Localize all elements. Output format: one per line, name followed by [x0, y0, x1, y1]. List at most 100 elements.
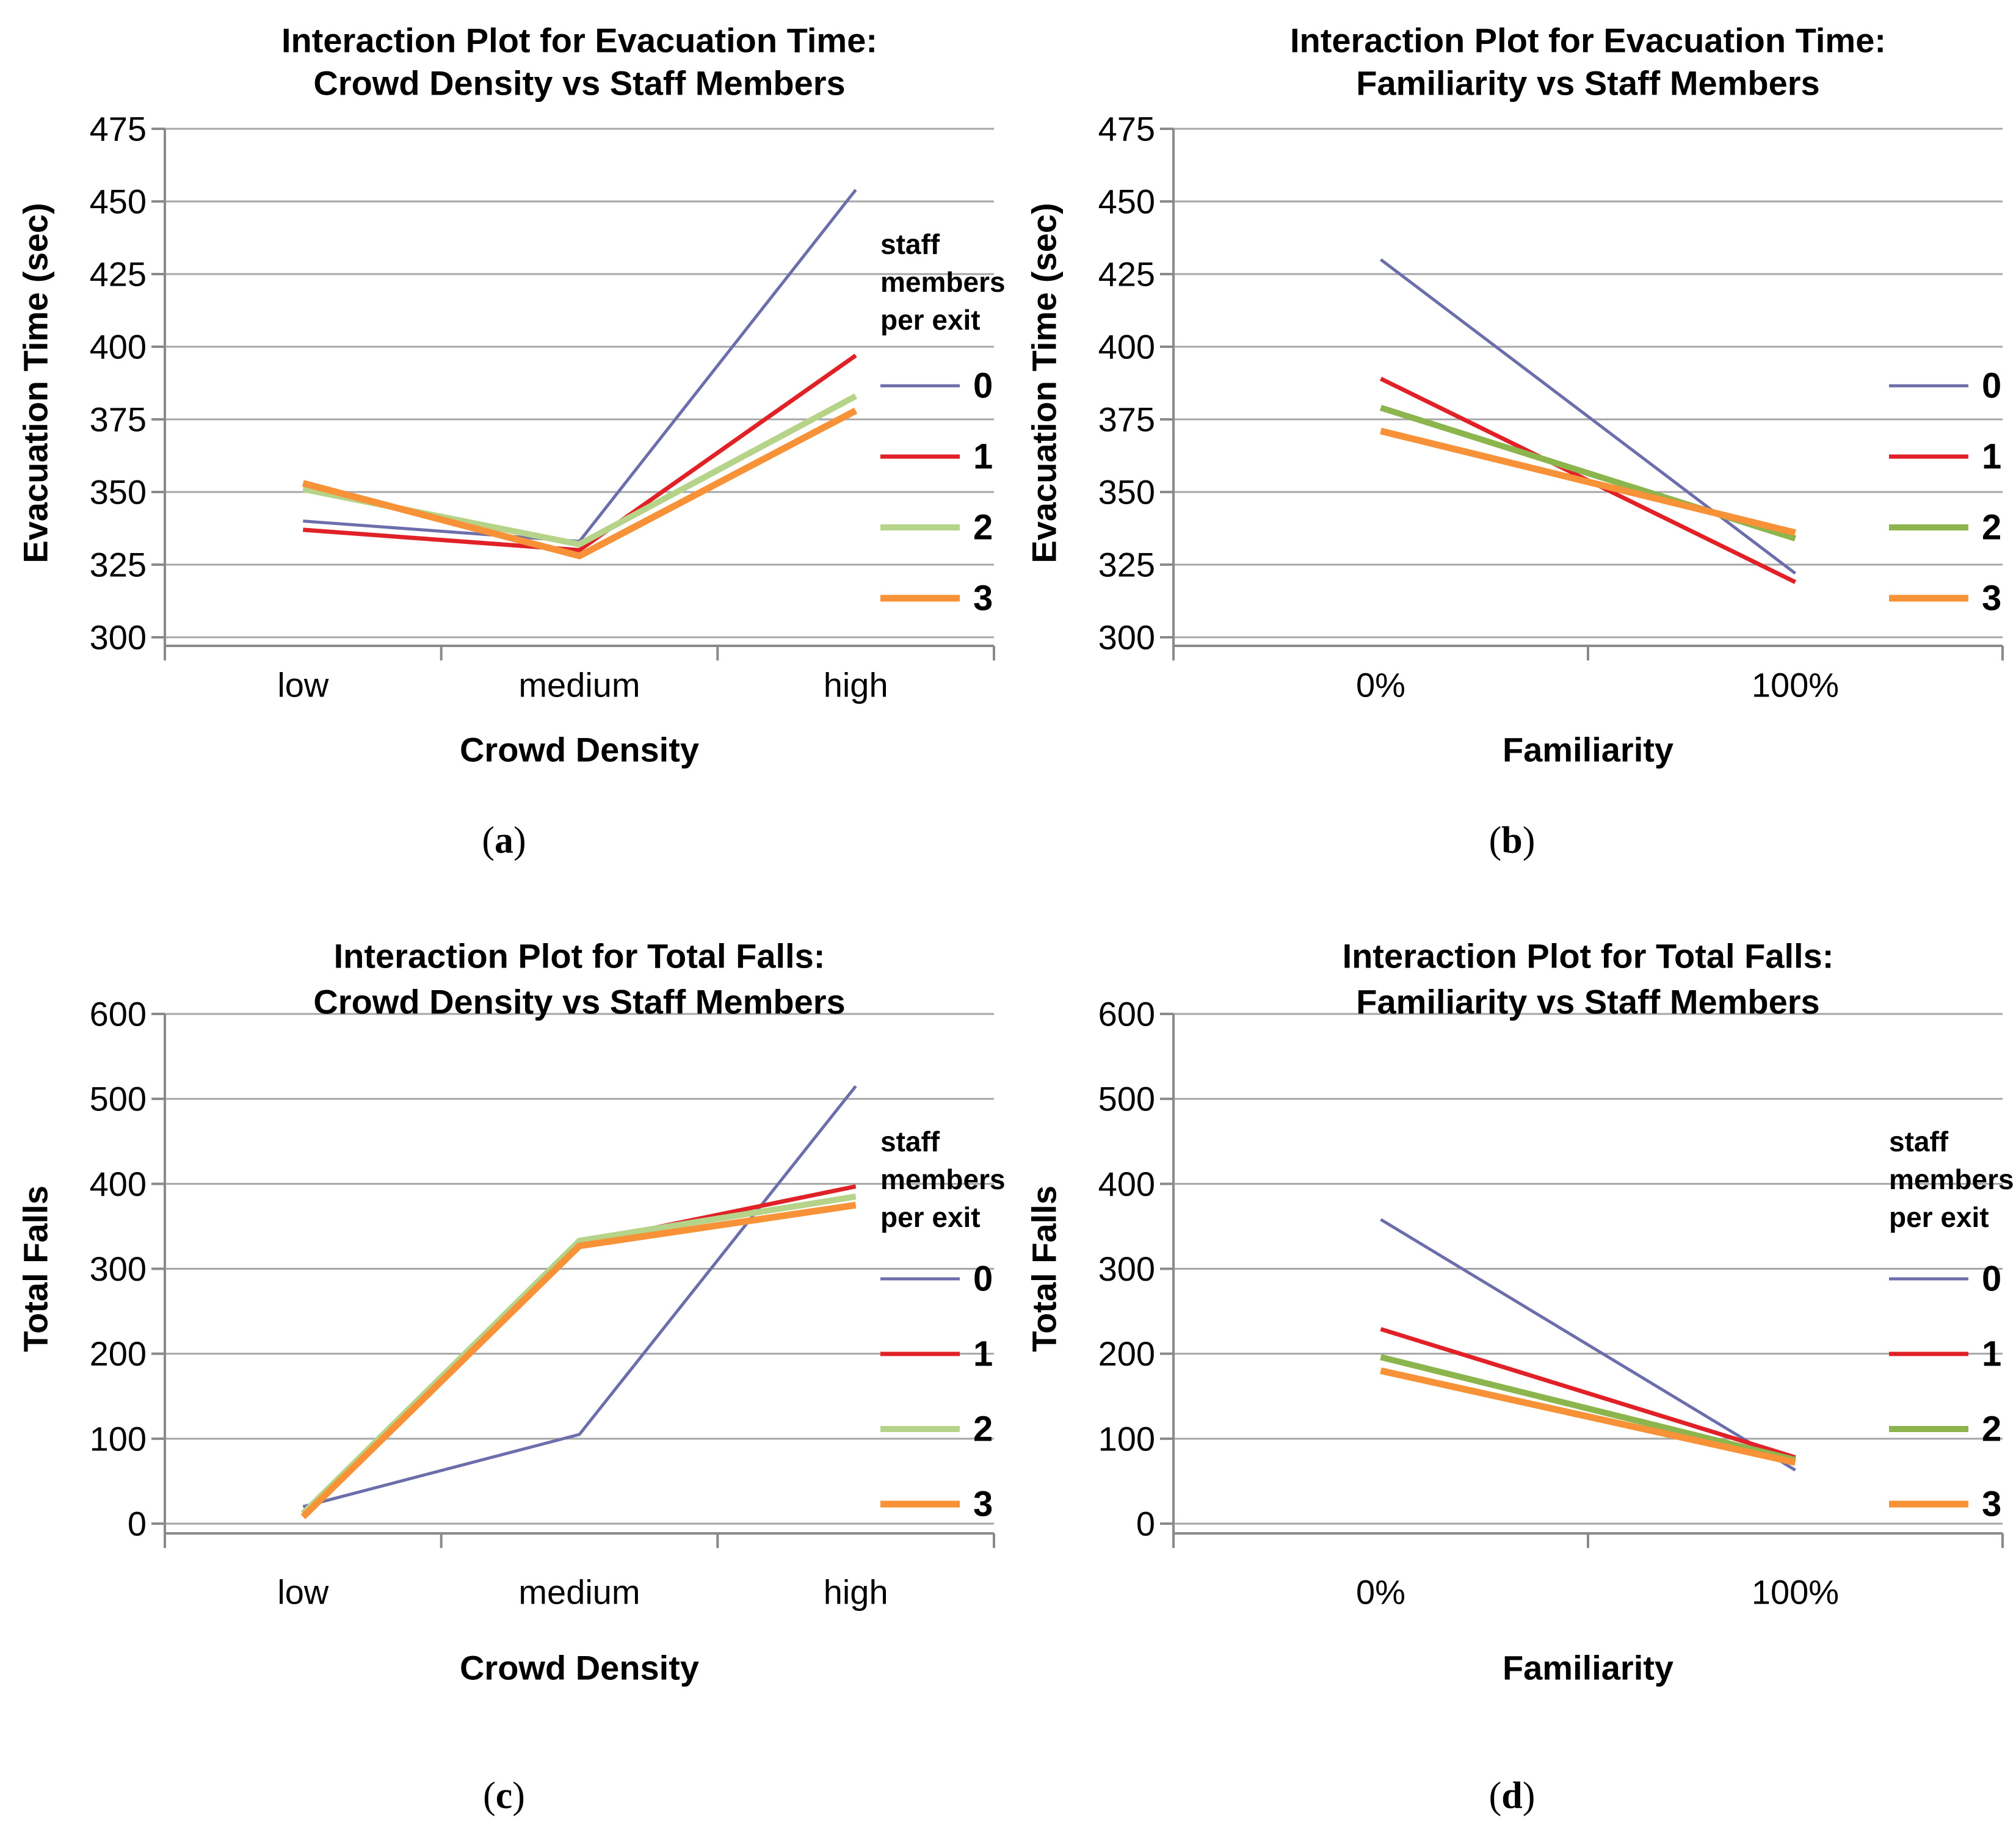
- caption-b: (b): [1008, 819, 2016, 863]
- series-line-1: [1380, 1326, 1796, 1460]
- chart-svg-b: 475 450 425 400 375 350 325 300 Interaction Plot…: [1025, 21, 2004, 769]
- series-line-0: [302, 1085, 857, 1508]
- legend-label-2: 2: [973, 1409, 993, 1449]
- legend-title-line: staff: [880, 1126, 940, 1157]
- y-tick-label: 400: [1098, 1165, 1155, 1203]
- y-tick-label: 300: [90, 618, 147, 657]
- chart-total-falls-familiarity: 600 500 400 300 200 100 0 Interaction Plot for …: [1009, 916, 2016, 1831]
- legend-title-line: members: [880, 1163, 1006, 1195]
- y-tick-label: 450: [90, 183, 147, 221]
- series-line-0: [1380, 1218, 1796, 1472]
- x-axis-title: Crowd Density: [460, 731, 699, 769]
- caption-close: ): [512, 1775, 525, 1817]
- legend-label-2: 2: [1982, 508, 2001, 548]
- chart-total-falls-crowd-density: 600 500 400 300 200 100 0 Interaction Plot for …: [0, 916, 1007, 1831]
- legend-title-line: members: [1889, 1163, 2014, 1195]
- chart-evacuation-time-familiarity: 475 450 425 400 375 350 325 300 Interaction Plot…: [1009, 0, 2016, 916]
- x-category-label: medium: [518, 1573, 640, 1612]
- y-tick-label: 0: [128, 1505, 147, 1543]
- legend-label-2: 2: [1982, 1409, 2001, 1449]
- y-tick-label: 300: [1098, 1250, 1155, 1288]
- y-axis-title: Evacuation Time (sec): [1025, 203, 1064, 563]
- x-axis-title: Familiarity: [1503, 1649, 1673, 1687]
- chart-title-line2: Familiarity vs Staff Members: [1356, 64, 1819, 103]
- y-tick-label: 300: [1098, 618, 1155, 657]
- y-tick-label: 325: [90, 546, 147, 584]
- legend-title-line: staff: [880, 228, 940, 260]
- x-axis-title: Familiarity: [1503, 731, 1673, 769]
- legend-title-line: per exit: [880, 304, 981, 336]
- chart-svg-d: 600 500 400 300 200 100 0 Interaction Plot for …: [1025, 937, 2014, 1687]
- legend-label-2: 2: [973, 508, 993, 548]
- caption-letter: b: [1501, 820, 1523, 861]
- y-axis-title: Evacuation Time (sec): [16, 203, 55, 563]
- chart-title-line1: Interaction Plot for Total Falls:: [334, 937, 825, 975]
- x-category-label: medium: [518, 666, 640, 704]
- legend-label-1: 1: [973, 1334, 993, 1374]
- y-tick-label: 425: [90, 255, 147, 294]
- y-axis-title: Total Falls: [1025, 1185, 1064, 1352]
- legend-label-3: 3: [1982, 1485, 2001, 1524]
- y-tick-label: 0: [1136, 1505, 1155, 1543]
- x-category-label: low: [277, 1573, 329, 1612]
- legend-label-3: 3: [1982, 579, 2001, 618]
- series-line-3: [300, 1201, 857, 1519]
- y-tick-label: 325: [1098, 546, 1155, 584]
- y-tick-label: 400: [90, 1165, 147, 1203]
- legend-label-3: 3: [973, 1485, 993, 1524]
- caption-c: (c): [0, 1775, 1008, 1818]
- x-category-label: 0%: [1356, 666, 1405, 704]
- caption-open: (: [1488, 1775, 1502, 1817]
- series-line-2: [302, 393, 858, 548]
- caption-a: (a): [0, 819, 1008, 863]
- y-tick-label: 475: [90, 110, 147, 148]
- series-line-1: [301, 1184, 857, 1514]
- legend-label-1: 1: [1982, 437, 2001, 477]
- legend-label-0: 0: [1982, 1259, 2001, 1299]
- y-tick-label: 100: [90, 1419, 147, 1458]
- chart-title-line1: Interaction Plot for Evacuation Time:: [1290, 21, 1886, 60]
- legend-label-0: 0: [973, 1259, 993, 1299]
- y-tick-label: 425: [1098, 255, 1155, 294]
- legend-label-1: 1: [973, 437, 993, 477]
- y-tick-label: 100: [1098, 1419, 1155, 1458]
- series-line-2: [1380, 1354, 1796, 1463]
- caption-letter: d: [1501, 1775, 1523, 1817]
- chart-title-line2: Familiarity vs Staff Members: [1356, 983, 1819, 1021]
- chart-svg-a: 475 450 425 400 375 350 325 300 Interaction Plot…: [16, 21, 1006, 769]
- caption-letter: a: [495, 820, 513, 861]
- x-axis-title: Crowd Density: [460, 1649, 699, 1687]
- caption-open: (: [482, 820, 495, 861]
- x-category-label: 100%: [1752, 666, 1839, 704]
- legend-label-3: 3: [973, 579, 993, 618]
- chart-title-line2: Crowd Density vs Staff Members: [313, 64, 845, 103]
- y-tick-label: 350: [90, 473, 147, 512]
- legend-title-line: members: [880, 266, 1006, 298]
- x-category-label: high: [824, 1573, 888, 1612]
- chart-title-line1: Interaction Plot for Total Falls:: [1343, 937, 1834, 975]
- caption-d: (d): [1008, 1775, 2016, 1818]
- caption-letter: c: [495, 1775, 513, 1817]
- x-category-label: high: [824, 666, 888, 704]
- y-tick-label: 600: [90, 995, 147, 1033]
- y-tick-label: 400: [90, 328, 147, 366]
- legend-label-0: 0: [973, 366, 993, 406]
- y-tick-label: 375: [1098, 400, 1155, 439]
- y-tick-label: 450: [1098, 183, 1155, 221]
- series-line-3: [1380, 427, 1796, 536]
- caption-close: ): [1522, 1775, 1536, 1817]
- caption-close: ): [513, 820, 526, 861]
- y-tick-label: 200: [90, 1334, 147, 1373]
- chart-title-line2: Crowd Density vs Staff Members: [313, 983, 845, 1021]
- legend-label-1: 1: [1982, 1334, 2001, 1374]
- chart-title-line1: Interaction Plot for Evacuation Time:: [281, 21, 877, 60]
- series-line-3: [302, 407, 858, 560]
- legend-title-line: per exit: [1889, 1201, 1989, 1233]
- x-category-label: 0%: [1356, 1573, 1405, 1612]
- y-tick-label: 500: [90, 1080, 147, 1118]
- series-line-0: [303, 189, 857, 543]
- caption-open: (: [483, 1775, 496, 1817]
- legend-label-0: 0: [1982, 366, 2001, 406]
- series-line-1: [303, 353, 857, 552]
- x-category-label: low: [277, 666, 329, 704]
